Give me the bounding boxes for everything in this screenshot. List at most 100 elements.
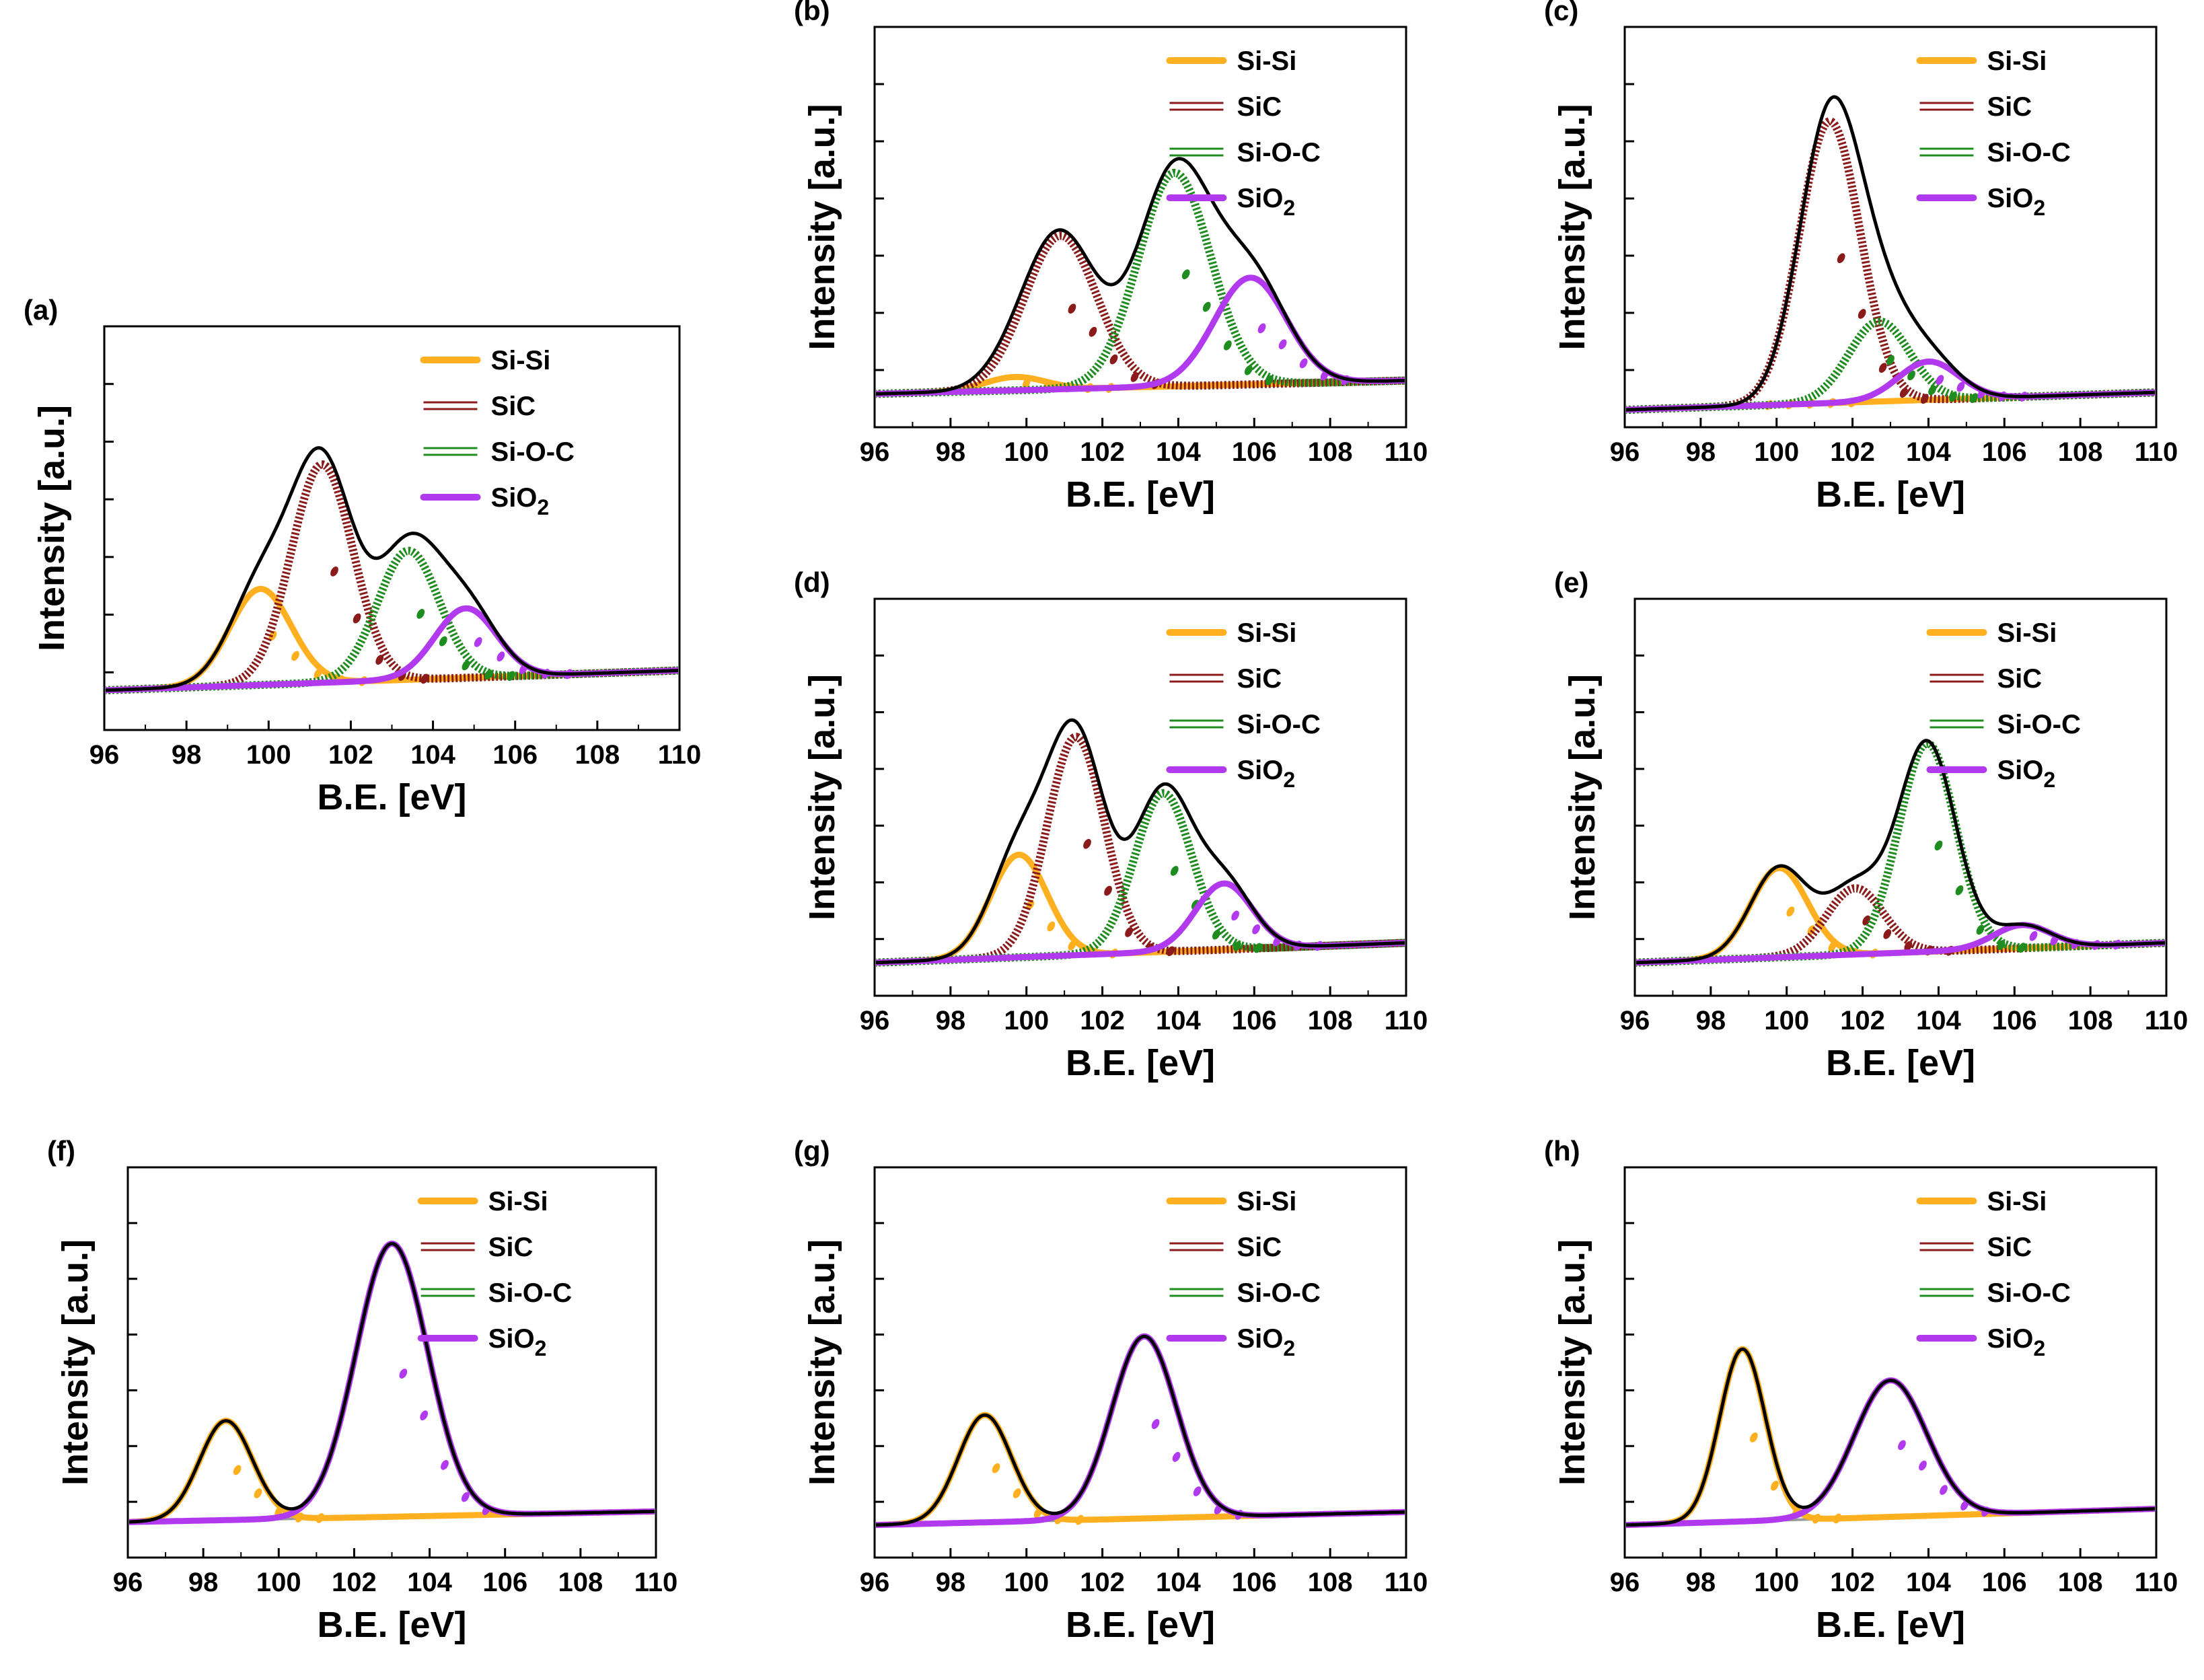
envelope-curve bbox=[1626, 95, 2155, 412]
x-tick-label: 106 bbox=[1982, 1568, 2027, 1597]
x-tick-label: 106 bbox=[482, 1568, 527, 1597]
x-tick-label: 102 bbox=[328, 740, 373, 770]
legend-label: SiO2 bbox=[1997, 756, 2055, 792]
legend-label: Si-Si bbox=[1237, 46, 1296, 76]
peak-sic-dot bbox=[1899, 388, 1908, 398]
y-axis-title: Intensity [a.u.] bbox=[802, 1239, 842, 1486]
legend-label: Si-Si bbox=[1237, 1187, 1296, 1216]
x-tick-label: 110 bbox=[1385, 1568, 1428, 1597]
peak-si-o-c-dot bbox=[1181, 269, 1190, 280]
envelope-curve bbox=[129, 1241, 655, 1524]
peak-si-o-c-dot bbox=[1970, 393, 1979, 404]
curves bbox=[129, 1240, 655, 1525]
envelope-curve bbox=[1626, 1347, 2155, 1527]
y-axis-title: Intensity [a.u.] bbox=[1552, 104, 1592, 350]
peak-sio2-dot bbox=[1193, 1486, 1202, 1496]
x-tick-label: 110 bbox=[2135, 1568, 2178, 1597]
panel-4: 96 98 100 102 104 106 108 110 B.E. [eV] Intensity… bbox=[1554, 567, 2188, 1083]
panel-label: (h) bbox=[1544, 1135, 1580, 1167]
x-tick-label: 104 bbox=[1156, 437, 1201, 467]
legend-label: SiO2 bbox=[1987, 184, 2045, 220]
legend-label: Si-Si bbox=[488, 1187, 548, 1216]
peak-sic-dot bbox=[1858, 309, 1866, 319]
peak-sio2-dot bbox=[1299, 358, 1308, 369]
peak-sic-dot bbox=[1068, 303, 1076, 314]
peak-si-o-c-dot bbox=[1265, 375, 1274, 386]
envelope-curve bbox=[1636, 739, 2165, 965]
peak-sio2-dot bbox=[2029, 930, 2038, 941]
peak-si-o-c-dot bbox=[1907, 370, 1915, 381]
legend-label: SiC bbox=[488, 1233, 534, 1262]
peak-si-si bbox=[129, 1418, 655, 1525]
peak-si-o-c-dot bbox=[439, 636, 447, 647]
peak-si-si-dot bbox=[1812, 1513, 1821, 1524]
x-tick-label: 104 bbox=[1906, 1568, 1951, 1597]
x-tick-label: 102 bbox=[332, 1568, 377, 1597]
x-tick-label: 110 bbox=[634, 1568, 678, 1597]
curves bbox=[1626, 1346, 2155, 1529]
curves bbox=[876, 157, 1405, 398]
peak-sio2-dot bbox=[474, 637, 482, 647]
peak-sio2-dot bbox=[1936, 375, 1944, 385]
x-axis-title: B.E. [eV] bbox=[317, 777, 466, 817]
peak-si-si-dot bbox=[1022, 378, 1031, 388]
peak-si-si-dot bbox=[291, 651, 299, 661]
peak-si-si-dot bbox=[1749, 1432, 1758, 1442]
y-axis-title: Intensity [a.u.] bbox=[55, 1239, 96, 1486]
peak-si-o-c-dot bbox=[1955, 885, 1964, 896]
legend-label: SiC bbox=[1987, 92, 2032, 122]
peak-si-o-c-dot bbox=[1223, 340, 1232, 351]
peak-sic-dot bbox=[1109, 354, 1118, 365]
peak-si-o-c-dot bbox=[1170, 866, 1179, 876]
x-tick-label: 100 bbox=[256, 1568, 301, 1597]
x-tick-label: 108 bbox=[575, 740, 620, 770]
x-tick-label: 102 bbox=[1830, 437, 1875, 467]
curves bbox=[106, 446, 678, 694]
x-tick-label: 96 bbox=[1610, 1568, 1640, 1597]
x-axis-title: B.E. [eV] bbox=[1066, 1043, 1215, 1083]
x-tick-label: 106 bbox=[1232, 1006, 1277, 1035]
peak-si-o-c-dot bbox=[1949, 392, 1958, 402]
x-tick-label: 104 bbox=[1156, 1568, 1201, 1597]
x-tick-label: 108 bbox=[1308, 1006, 1353, 1035]
peak-sic-dot bbox=[353, 613, 361, 624]
peak-si-si-dot bbox=[295, 1512, 304, 1523]
peak-si-si-dot bbox=[1833, 1513, 1841, 1524]
y-axis-title: Intensity [a.u.] bbox=[802, 104, 842, 350]
x-tick-label: 102 bbox=[1080, 437, 1125, 467]
peak-si-si-dot bbox=[1013, 1488, 1021, 1498]
legend-label: SiC bbox=[1237, 92, 1282, 122]
legend-label: Si-O-C bbox=[1987, 138, 2070, 168]
peak-sic-dot bbox=[1837, 253, 1845, 264]
legend-label: SiO2 bbox=[488, 1324, 547, 1360]
x-axis-title: B.E. [eV] bbox=[1816, 1605, 1965, 1645]
x-tick-label: 106 bbox=[492, 740, 538, 770]
peak-si-o-c bbox=[876, 168, 1405, 398]
y-axis-title: Intensity [a.u.] bbox=[32, 405, 72, 651]
envelope-curve bbox=[876, 1334, 1405, 1527]
x-tick-label: 102 bbox=[1830, 1568, 1875, 1597]
x-tick-label: 98 bbox=[1686, 1568, 1716, 1597]
plot-frame bbox=[873, 1166, 1407, 1559]
x-tick-label: 96 bbox=[1610, 437, 1640, 467]
peak-si-si bbox=[1626, 1346, 2155, 1529]
peak-sio2-dot bbox=[441, 1460, 449, 1470]
x-tick-label: 100 bbox=[1754, 1568, 1799, 1597]
envelope-curve bbox=[876, 157, 1405, 396]
peak-si-si-dot bbox=[1047, 921, 1056, 932]
peak-sio2-dot bbox=[2050, 935, 2059, 945]
x-tick-label: 110 bbox=[1385, 437, 1428, 467]
x-tick-label: 98 bbox=[188, 1568, 219, 1597]
panel-1: 96 98 100 102 104 106 108 110 B.E. [eV] Intensity… bbox=[794, 0, 1428, 515]
peak-sio2-dot bbox=[1940, 1485, 1948, 1495]
plot-frame bbox=[873, 26, 1407, 429]
x-tick-label: 100 bbox=[1764, 1006, 1809, 1035]
x-tick-label: 96 bbox=[89, 740, 120, 770]
plot-frame bbox=[1623, 1166, 2158, 1559]
x-tick-label: 104 bbox=[1916, 1006, 1961, 1035]
legend-label: Si-O-C bbox=[1237, 1278, 1320, 1308]
panel-7: 96 98 100 102 104 106 108 110 B.E. [eV] Intensity… bbox=[1544, 1135, 2178, 1645]
x-tick-label: 100 bbox=[1004, 1568, 1049, 1597]
peak-sio2-dot bbox=[1320, 370, 1329, 381]
